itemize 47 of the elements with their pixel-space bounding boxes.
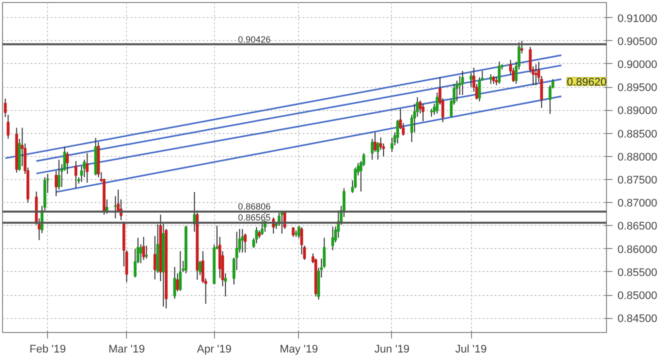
y-tick-label: 0.87500	[618, 174, 658, 187]
candlestick	[145, 245, 148, 260]
y-tick-label: 0.87000	[618, 198, 658, 210]
candlestick	[292, 226, 295, 238]
candlestick	[244, 233, 247, 254]
candlestick	[390, 136, 394, 152]
y-tick-label: 0.84500	[618, 313, 658, 326]
annotation: 0.89620	[566, 76, 607, 89]
y-tick-label: 0.85000	[618, 290, 658, 302]
y-tick-label: 0.88000	[618, 151, 658, 164]
y-tick-label: 0.88500	[618, 128, 658, 140]
y-tick-label: 0.91000	[618, 12, 658, 25]
ref-line-label: 0.90426	[238, 34, 271, 44]
candlestick	[240, 228, 244, 254]
candlestick	[255, 226, 258, 244]
candlestick	[66, 151, 69, 174]
y-tick-label: 0.89000	[618, 105, 658, 118]
candlestick	[470, 72, 472, 88]
candlestick	[106, 198, 108, 214]
y-tick-label: 0.85500	[618, 266, 658, 279]
candlestick	[142, 236, 146, 260]
candlestick	[58, 159, 60, 190]
candlestick	[461, 70, 464, 96]
candlestick	[173, 266, 176, 300]
x-tick-label: Mar '19	[108, 344, 145, 356]
candlestick	[280, 210, 284, 234]
y-tick-label: 0.90000	[618, 58, 658, 71]
y-tick-label: 0.86000	[618, 244, 658, 256]
candlestick	[178, 250, 182, 292]
y-tick-label: 0.90500	[618, 36, 658, 48]
ref-line-label: 0.86565	[238, 212, 271, 223]
y-tick-label: 0.86500	[618, 220, 658, 233]
candlestick	[422, 103, 424, 122]
candlestick	[176, 272, 179, 292]
x-tick-label: Feb '19	[29, 344, 66, 356]
candlestick	[455, 80, 458, 102]
x-tick-label: Jun '19	[374, 344, 410, 356]
candlestick	[354, 167, 357, 189]
candlestick	[520, 40, 524, 54]
candlestick	[534, 64, 538, 86]
ref-line-label: 0.86806	[238, 202, 271, 212]
x-tick-label: May '19	[280, 344, 318, 356]
x-tick-label: Apr '19	[196, 344, 232, 356]
candlestick	[74, 160, 78, 189]
x-tick-label: Jul '19	[455, 344, 487, 356]
y-tick-label: 0.89500	[618, 82, 658, 94]
candlestick	[54, 170, 58, 197]
